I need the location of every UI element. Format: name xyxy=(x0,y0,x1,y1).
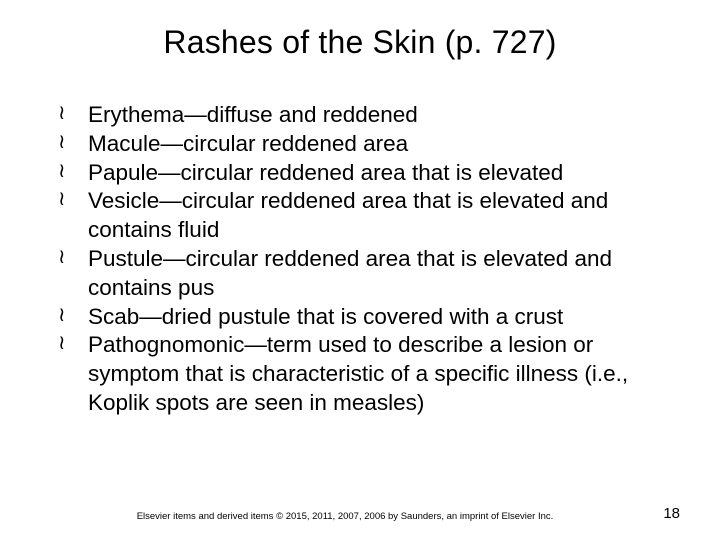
list-item: Pustule—circular reddened area that is e… xyxy=(58,245,680,303)
list-item: Pathognomonic—term used to describe a le… xyxy=(58,331,680,417)
list-item: Macule—circular reddened area xyxy=(58,130,680,159)
slide: Rashes of the Skin (p. 727) Erythema—dif… xyxy=(0,0,720,540)
list-item: Papule—circular reddened area that is el… xyxy=(58,159,680,188)
footer: Elsevier items and derived items © 2015,… xyxy=(40,505,680,522)
slide-title: Rashes of the Skin (p. 727) xyxy=(40,24,680,61)
page-number: 18 xyxy=(650,505,680,522)
bullet-list: Erythema—diffuse and reddened Macule—cir… xyxy=(40,101,680,418)
list-item: Erythema—diffuse and reddened xyxy=(58,101,680,130)
list-item: Vesicle—circular reddened area that is e… xyxy=(58,187,680,245)
list-item: Scab—dried pustule that is covered with … xyxy=(58,303,680,332)
copyright-text: Elsevier items and derived items © 2015,… xyxy=(40,511,650,522)
